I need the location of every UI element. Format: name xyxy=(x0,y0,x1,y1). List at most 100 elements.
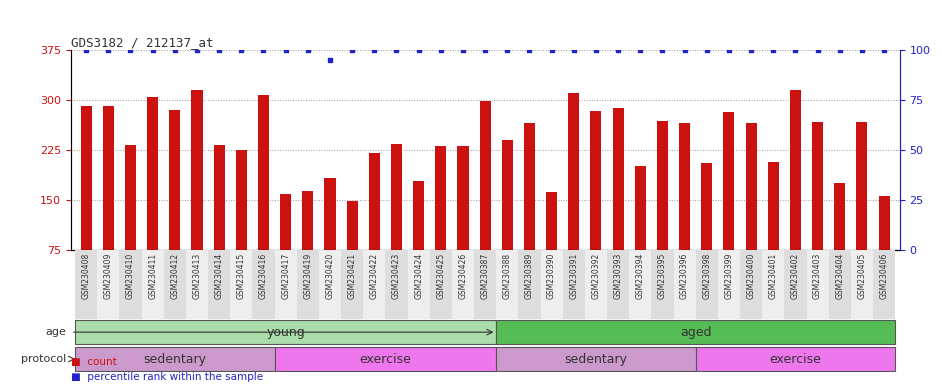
Text: GSM230420: GSM230420 xyxy=(326,253,334,299)
Text: GSM230413: GSM230413 xyxy=(192,253,202,299)
Point xyxy=(78,47,93,53)
Point xyxy=(189,47,204,53)
Point xyxy=(832,47,847,53)
Text: GSM230410: GSM230410 xyxy=(126,253,135,299)
Bar xyxy=(341,250,364,319)
Bar xyxy=(740,250,762,319)
Point xyxy=(101,47,116,53)
Bar xyxy=(568,93,579,300)
Bar xyxy=(81,106,91,300)
Bar xyxy=(452,250,474,319)
Bar xyxy=(496,320,895,344)
Bar xyxy=(701,163,712,300)
Point xyxy=(212,47,227,53)
Bar xyxy=(302,191,314,300)
Text: GSM230422: GSM230422 xyxy=(370,253,379,299)
Text: sedentary: sedentary xyxy=(564,353,627,366)
Text: exercise: exercise xyxy=(770,353,821,366)
Bar xyxy=(745,123,756,300)
Point xyxy=(168,47,183,53)
Bar xyxy=(524,123,535,300)
Text: GSM230396: GSM230396 xyxy=(680,253,690,300)
Text: GSM230393: GSM230393 xyxy=(613,253,623,300)
Point xyxy=(389,47,404,53)
Point xyxy=(322,57,337,63)
Point xyxy=(788,47,803,53)
Text: GSM230398: GSM230398 xyxy=(703,253,711,299)
Bar xyxy=(851,250,873,319)
Text: GSM230426: GSM230426 xyxy=(459,253,467,299)
Bar xyxy=(607,250,629,319)
Point xyxy=(234,47,249,53)
Point xyxy=(766,47,781,53)
Bar xyxy=(657,121,668,300)
Bar xyxy=(147,97,158,300)
Point xyxy=(411,47,426,53)
Bar xyxy=(408,250,430,319)
Text: GSM230404: GSM230404 xyxy=(836,253,844,300)
Text: GSM230415: GSM230415 xyxy=(236,253,246,299)
Bar xyxy=(414,181,424,300)
Bar xyxy=(674,250,696,319)
Bar xyxy=(696,250,718,319)
Text: aged: aged xyxy=(680,326,711,339)
Text: GSM230421: GSM230421 xyxy=(348,253,357,299)
Bar xyxy=(385,250,408,319)
Bar xyxy=(541,250,562,319)
Bar xyxy=(496,347,696,371)
Point xyxy=(433,47,448,53)
Bar xyxy=(518,250,541,319)
Bar xyxy=(164,250,186,319)
Bar xyxy=(258,95,269,300)
Point xyxy=(610,47,625,53)
Bar xyxy=(347,201,358,300)
Point xyxy=(743,47,758,53)
Text: GSM230408: GSM230408 xyxy=(82,253,90,299)
Point xyxy=(877,47,892,53)
Text: GSM230419: GSM230419 xyxy=(303,253,313,299)
Text: GSM230405: GSM230405 xyxy=(857,253,867,300)
Bar xyxy=(75,347,274,371)
Bar xyxy=(274,250,297,319)
Text: GSM230424: GSM230424 xyxy=(414,253,423,299)
Bar xyxy=(629,250,651,319)
Bar xyxy=(835,183,845,300)
Text: GSM230416: GSM230416 xyxy=(259,253,268,299)
Text: ■  percentile rank within the sample: ■ percentile rank within the sample xyxy=(71,372,263,382)
Bar xyxy=(829,250,851,319)
Bar xyxy=(125,145,136,300)
Bar xyxy=(364,250,385,319)
Text: GSM230387: GSM230387 xyxy=(480,253,490,299)
Bar xyxy=(170,110,180,300)
Text: GSM230390: GSM230390 xyxy=(547,253,556,300)
Bar xyxy=(368,153,380,300)
Bar xyxy=(591,111,602,300)
Text: GSM230391: GSM230391 xyxy=(569,253,578,299)
Text: GSM230417: GSM230417 xyxy=(281,253,290,299)
Bar xyxy=(474,250,496,319)
Point xyxy=(500,47,515,53)
Text: GSM230425: GSM230425 xyxy=(436,253,446,299)
Bar xyxy=(252,250,274,319)
Bar xyxy=(562,250,585,319)
Point xyxy=(566,47,581,53)
Bar xyxy=(479,101,491,300)
Text: GSM230412: GSM230412 xyxy=(171,253,179,299)
Point xyxy=(123,47,138,53)
Text: GSM230389: GSM230389 xyxy=(525,253,534,299)
Text: sedentary: sedentary xyxy=(143,353,206,366)
Bar xyxy=(120,250,141,319)
Bar xyxy=(75,250,97,319)
Point xyxy=(655,47,670,53)
Bar xyxy=(651,250,674,319)
Text: GSM230423: GSM230423 xyxy=(392,253,401,299)
Bar xyxy=(274,347,496,371)
Bar xyxy=(856,122,868,300)
Text: GSM230388: GSM230388 xyxy=(503,253,512,299)
Text: GSM230401: GSM230401 xyxy=(769,253,778,299)
Point xyxy=(300,47,316,53)
Text: GSM230392: GSM230392 xyxy=(592,253,600,299)
Text: GSM230400: GSM230400 xyxy=(747,253,755,300)
Point xyxy=(278,47,293,53)
Point xyxy=(810,47,825,53)
